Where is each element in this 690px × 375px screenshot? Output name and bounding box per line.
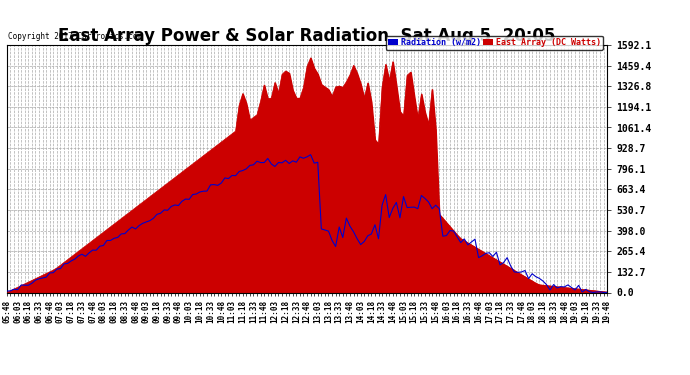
Legend: Radiation (w/m2), East Array (DC Watts): Radiation (w/m2), East Array (DC Watts): [386, 36, 603, 50]
Text: Copyright 2017 Cartronics.com: Copyright 2017 Cartronics.com: [8, 32, 141, 41]
Title: East Array Power & Solar Radiation  Sat Aug 5  20:05: East Array Power & Solar Radiation Sat A…: [59, 27, 555, 45]
